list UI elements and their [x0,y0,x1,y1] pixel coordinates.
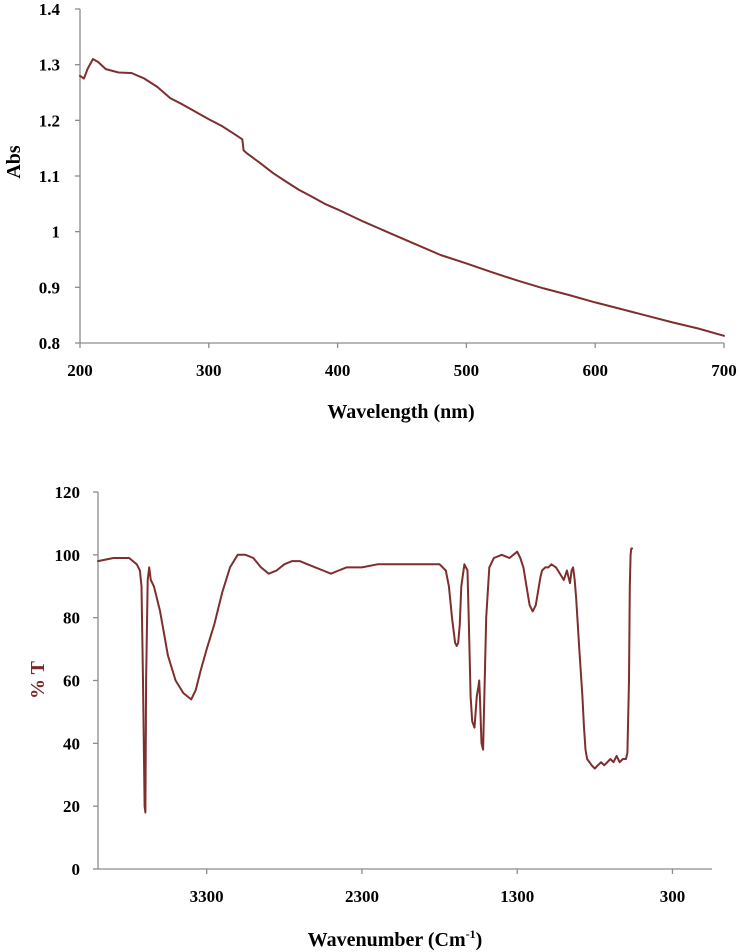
ftir-x-tick-label: 1300 [500,887,534,906]
ftir-y-tick-label: 100 [55,546,81,565]
ftir-x-tick-label: 3300 [190,887,224,906]
ftir-transmittance-line [97,547,634,814]
ftir-x-axis-label-superscript: -1 [466,927,476,941]
uv-vis-x-axis-label: Wavelength (nm) [327,401,474,423]
ftir-x-axis-label-main: Wavenumber (Cm [308,929,466,951]
ftir-y-tick-label: 0 [72,860,81,879]
uv-vis-x-tick-label: 500 [454,361,480,380]
uv-vis-y-tick-label: 1.4 [39,0,61,19]
ftir-x-tick-label: 2300 [345,887,379,906]
uv-vis-x-tick-label: 700 [711,361,737,380]
uv-vis-y-axis-label: Abs [3,145,25,179]
ftir-y-tick-label: 60 [63,672,80,691]
ftir-x-tick-label: 300 [660,887,686,906]
uv-vis-y-tick-label: 1 [52,223,61,242]
uv-vis-x-tick-label: 200 [67,361,93,380]
ftir-y-tick-label: 80 [63,609,80,628]
ftir-y-tick-label: 20 [63,797,80,816]
uv-vis-y-tick-label: 1.1 [39,167,60,186]
ftir-y-tick-label: 120 [55,483,81,502]
ftir-y-tick-label: 40 [63,734,80,753]
uv-vis-x-tick-label: 400 [325,361,351,380]
uv-vis-x-tick-label: 300 [196,361,222,380]
uv-vis-absorbance-line [79,58,725,337]
uv-vis-chart: 0.8 0.9 1 1.1 1.2 1.3 1.4 200 300 400 500 600 700 A… [3,0,737,423]
uv-vis-y-tick-label: 1.2 [39,111,60,130]
uv-vis-x-tick-label: 600 [582,361,608,380]
ftir-x-axis-label: Wavenumber (Cm-1) [308,927,483,951]
uv-vis-y-tick-label: 1.3 [39,56,60,75]
uv-vis-y-tick-label: 0.8 [39,334,60,353]
ftir-chart: 0 20 40 60 80 100 120 3300 2300 1300 300 % T Wave… [27,483,712,951]
uv-vis-y-tick-label: 0.9 [39,278,60,297]
ftir-x-axis-label-suffix: ) [476,929,483,951]
ftir-y-axis-label: % T [27,660,49,699]
